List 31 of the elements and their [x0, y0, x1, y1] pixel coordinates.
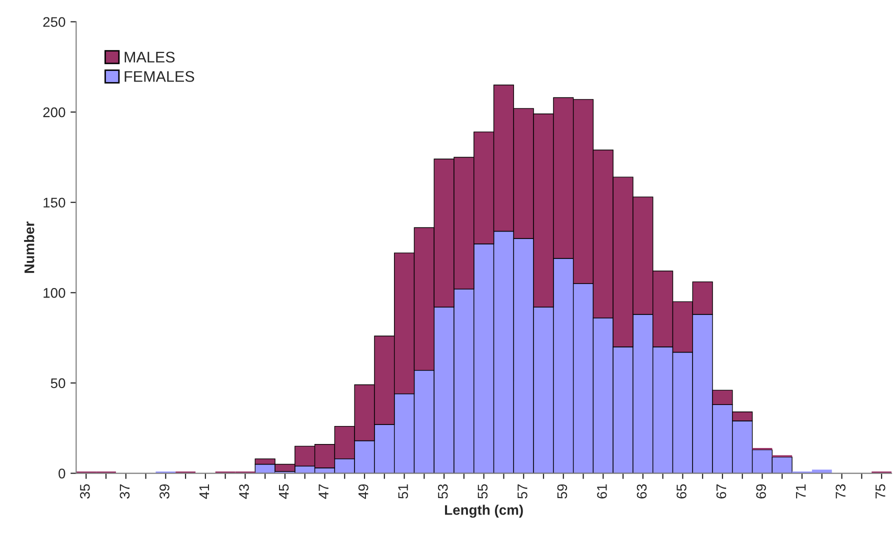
- x-tick-label: 39: [160, 484, 170, 499]
- x-tick-label: 71: [796, 484, 806, 498]
- x-tick-label: 69: [756, 484, 766, 498]
- x-tick-label: 75: [876, 484, 886, 498]
- y-tick-label: 200: [43, 107, 66, 118]
- x-tick-label: 47: [318, 484, 328, 499]
- y-tick-label: 150: [44, 198, 66, 208]
- x-tick-label: 67: [716, 484, 726, 498]
- x-tick-label: 49: [358, 484, 368, 499]
- x-tick-label: 59: [557, 484, 568, 499]
- legend-label: FEMALES: [124, 71, 194, 82]
- x-tick-label: 43: [239, 484, 249, 499]
- x-tick-label: 63: [636, 484, 647, 498]
- x-axis-title: Length (cm): [445, 504, 523, 518]
- y-tick-label: 0: [58, 468, 66, 478]
- x-tick-label: 73: [836, 484, 846, 498]
- x-tick-label: 65: [676, 484, 686, 498]
- x-tick-label: 45: [279, 484, 289, 499]
- x-tick-label: 41: [199, 484, 210, 499]
- legend-label: MALES: [124, 52, 175, 63]
- y-axis-title: Number: [24, 221, 34, 273]
- y-tick-label: 250: [43, 17, 66, 27]
- x-tick-label: 35: [80, 484, 90, 499]
- x-tick-label: 53: [438, 484, 448, 499]
- x-tick-label: 55: [478, 484, 488, 499]
- x-tick-label: 57: [518, 484, 528, 499]
- x-tick-label: 61: [597, 484, 607, 498]
- y-tick-label: 50: [50, 378, 66, 388]
- x-tick-label: 51: [398, 484, 408, 499]
- y-tick-label: 100: [44, 288, 66, 298]
- x-tick-label: 37: [120, 484, 130, 499]
